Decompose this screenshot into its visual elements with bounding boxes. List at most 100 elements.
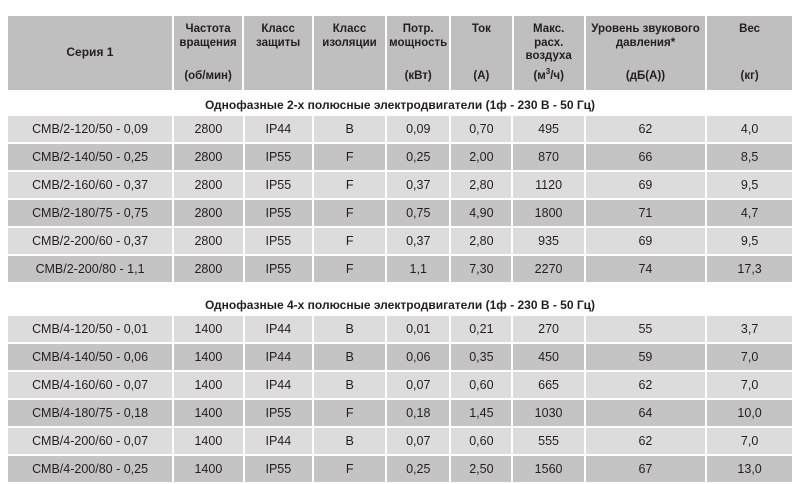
cell-airflow: 555 (513, 428, 584, 454)
cell-ip: IP55 (244, 200, 313, 226)
cell-power: 0,75 (387, 200, 450, 226)
cell-power: 0,06 (387, 344, 450, 370)
cell-ip: IP55 (244, 456, 313, 482)
column-header-current-unit: (А) (473, 69, 490, 82)
cell-airflow: 495 (513, 116, 584, 142)
table-row[interactable]: СМВ/2-200/80 - 1,1 2800 IP55 F 1,1 7,30 2270 74… (8, 256, 793, 282)
cell-airflow: 1560 (513, 456, 584, 482)
cell-current: 0,21 (451, 316, 512, 342)
cell-insul: F (314, 144, 386, 170)
cell-current: 2,00 (451, 144, 512, 170)
cell-current: 7,30 (451, 256, 512, 282)
cell-weight: 4,7 (707, 200, 793, 226)
column-header-rotation-speed-line1: Частота (185, 23, 231, 35)
section-title: Однофазные 2-х полюсные электродвигатели… (8, 94, 792, 116)
cell-airflow: 935 (513, 228, 584, 254)
cell-airflow: 450 (513, 344, 584, 370)
cell-rpm: 2800 (174, 228, 243, 254)
column-header-power-line1: Потр. (402, 23, 434, 35)
table-row[interactable]: СМВ/2-180/75 - 0,75 2800 IP55 F 0,75 4,90 1800… (8, 200, 793, 226)
cell-model: СМВ/4-140/50 - 0,06 (8, 344, 173, 370)
column-header-rotation-speed: Частота вращения (об/мин) (173, 16, 243, 90)
cell-rpm: 1400 (174, 316, 243, 342)
cell-model: СМВ/4-200/60 - 0,07 (8, 428, 173, 454)
cell-noise: 69 (585, 228, 706, 254)
cell-power: 0,25 (387, 456, 450, 482)
cell-power: 0,01 (387, 316, 450, 342)
cell-weight: 3,7 (707, 316, 793, 342)
column-header-airflow-unit-pre: (м (533, 69, 546, 82)
cell-insul: F (314, 172, 386, 198)
cell-noise: 66 (585, 144, 706, 170)
table-row[interactable]: СМВ/4-200/60 - 0,07 1400 IP44 B 0,07 0,60 555 6… (8, 428, 793, 454)
table-row[interactable]: СМВ/4-180/75 - 0,18 1400 IP55 F 0,18 1,45 1030… (8, 400, 793, 426)
cell-model: СМВ/2-200/80 - 1,1 (8, 256, 173, 282)
column-header-airflow-line1: Макс. (533, 23, 565, 35)
cell-power: 0,37 (387, 172, 450, 198)
cell-insul: B (314, 116, 386, 142)
cell-current: 0,35 (451, 344, 512, 370)
cell-model: СМВ/4-120/50 - 0,01 (8, 316, 173, 342)
column-header-current-line1: Ток (471, 23, 491, 35)
cell-noise: 62 (585, 428, 706, 454)
cell-current: 2,80 (451, 228, 512, 254)
column-header-sound-pressure-unit: (дБ(А)) (625, 69, 666, 82)
cell-power: 0,09 (387, 116, 450, 142)
cell-insul: B (314, 372, 386, 398)
cell-model: СМВ/4-200/80 - 0,25 (8, 456, 173, 482)
cell-noise: 59 (585, 344, 706, 370)
cell-rpm: 2800 (174, 256, 243, 282)
column-header-rotation-speed-line2: вращения (179, 36, 237, 49)
table-row[interactable]: СМВ/2-160/60 - 0,37 2800 IP55 F 0,37 2,80 1120… (8, 172, 793, 198)
column-header-protection-class-unit (246, 83, 310, 85)
cell-airflow: 1120 (513, 172, 584, 198)
cell-weight: 13,0 (707, 456, 793, 482)
cell-insul: B (314, 344, 386, 370)
cell-noise: 64 (585, 400, 706, 426)
column-header-sound-pressure-line1: Уровень звукового (591, 23, 700, 35)
column-header-power: Потр. мощность (кВт) (387, 16, 450, 90)
cell-power: 0,25 (387, 144, 450, 170)
column-header-power-unit: (кВт) (404, 69, 432, 82)
cell-current: 4,90 (451, 200, 512, 226)
cell-weight: 9,5 (707, 172, 793, 198)
cell-noise: 55 (585, 316, 706, 342)
table-row[interactable]: СМВ/4-160/60 - 0,07 1400 IP44 B 0,07 0,60 665 6… (8, 372, 793, 398)
cell-weight: 10,0 (707, 400, 793, 426)
motor-specification-table: Серия 1 Частота вращения (об/мин) Класс … (8, 16, 793, 484)
table-row[interactable]: СМВ/4-200/80 - 0,25 1400 IP55 F 0,25 2,50 1560… (8, 456, 793, 482)
table-row[interactable]: СМВ/4-140/50 - 0,06 1400 IP44 B 0,06 0,35 450 5… (8, 344, 793, 370)
cell-model: СМВ/2-200/60 - 0,37 (8, 228, 173, 254)
section-title: Однофазные 4-х полюсные электродвигатели… (8, 294, 792, 316)
section-spacer (8, 284, 792, 294)
column-header-series-label: Серия 1 (66, 45, 114, 60)
cell-power: 0,18 (387, 400, 450, 426)
cell-airflow: 1800 (513, 200, 584, 226)
cell-weight: 4,0 (707, 116, 793, 142)
cell-current: 2,80 (451, 172, 512, 198)
table-header-row: Серия 1 Частота вращения (об/мин) Класс … (8, 16, 793, 90)
cell-rpm: 2800 (174, 116, 243, 142)
table-row[interactable]: СМВ/2-120/50 - 0,09 2800 IP44 B 0,09 0,70 495 6… (8, 116, 793, 142)
cell-airflow: 665 (513, 372, 584, 398)
cell-weight: 7,0 (707, 428, 793, 454)
cell-weight: 7,0 (707, 372, 793, 398)
cell-power: 1,1 (387, 256, 450, 282)
cell-rpm: 2800 (174, 144, 243, 170)
cell-insul: B (314, 316, 386, 342)
table-row[interactable]: СМВ/4-120/50 - 0,01 1400 IP44 B 0,01 0,21 270 5… (8, 316, 793, 342)
column-header-weight-unit: (кг) (740, 69, 759, 82)
column-header-protection-class-line2: защиты (256, 36, 301, 49)
cell-noise: 62 (585, 372, 706, 398)
cell-model: СМВ/2-160/60 - 0,37 (8, 172, 173, 198)
table-row[interactable]: СМВ/2-200/60 - 0,37 2800 IP55 F 0,37 2,80 935 6… (8, 228, 793, 254)
table-row[interactable]: СМВ/2-140/50 - 0,25 2800 IP55 F 0,25 2,00 870 6… (8, 144, 793, 170)
cell-rpm: 1400 (174, 456, 243, 482)
cell-noise: 74 (585, 256, 706, 282)
cell-power: 0,07 (387, 372, 450, 398)
cell-rpm: 1400 (174, 372, 243, 398)
column-header-airflow-unit-superscript: 3 (545, 66, 551, 76)
cell-rpm: 1400 (174, 428, 243, 454)
cell-airflow: 2270 (513, 256, 584, 282)
column-header-series: Серия 1 (8, 16, 172, 90)
